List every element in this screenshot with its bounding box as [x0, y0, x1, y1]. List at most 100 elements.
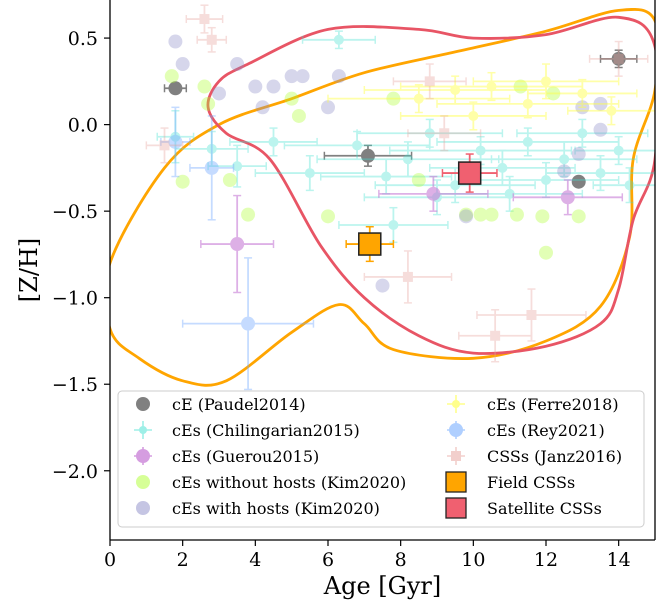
data-point: [571, 147, 586, 162]
data-point: [411, 173, 426, 187]
data-point: [232, 161, 243, 172]
data-point: [333, 34, 344, 45]
data-point: [522, 98, 533, 109]
data-point: [509, 207, 524, 222]
legend-marker: [451, 451, 461, 461]
x-tick-label: 0: [104, 549, 116, 571]
data-point: [539, 245, 553, 260]
data-point: [321, 100, 335, 115]
data-point: [560, 190, 575, 205]
data-point: [475, 145, 486, 156]
data-point: [168, 81, 183, 96]
y-tick-label: 0.0: [68, 115, 98, 137]
data-point: [291, 108, 306, 123]
data-point: [255, 100, 270, 115]
data-point: [526, 310, 537, 320]
legend-box: [117, 390, 645, 528]
data-point: [201, 96, 216, 111]
data-point: [266, 79, 281, 94]
x-tick-label: 8: [395, 549, 407, 571]
legend-item: [134, 447, 152, 465]
data-point: [358, 232, 382, 256]
data-point: [439, 128, 450, 139]
legend-label: Field CSSs: [487, 473, 575, 492]
data-point: [386, 91, 401, 106]
legend-marker: [136, 397, 150, 411]
data-point: [284, 69, 299, 84]
series-4: [168, 34, 608, 293]
legend-label: CSSs (Janz2016): [487, 447, 622, 466]
series-3: [164, 69, 586, 260]
legend-item: [136, 475, 150, 489]
data-point: [593, 96, 608, 111]
data-point: [450, 180, 461, 191]
data-point: [571, 174, 586, 189]
data-point: [321, 209, 335, 224]
data-point: [575, 100, 590, 115]
data-point: [486, 81, 497, 92]
series-6: [160, 106, 315, 391]
data-point: [613, 53, 624, 64]
data-point: [381, 171, 392, 182]
series-8: [345, 225, 395, 263]
data-point: [388, 220, 399, 230]
legend-label: cEs without hosts (Kim2020): [172, 473, 406, 492]
x-tick-label: 2: [177, 549, 189, 571]
series-5: [327, 63, 655, 131]
marks-layer: [145, 4, 655, 391]
legend-label: cEs (Guerou2015): [172, 447, 319, 466]
data-point: [522, 136, 533, 147]
data-point: [222, 173, 237, 187]
data-point: [473, 207, 488, 222]
data-point: [577, 88, 588, 99]
data-point: [484, 207, 499, 222]
legend-marker: [136, 501, 150, 515]
data-point: [413, 93, 424, 104]
legend-marker: [136, 449, 150, 463]
data-point: [204, 160, 219, 175]
data-point: [304, 168, 315, 179]
data-point: [284, 91, 299, 106]
legend-label: cEs (Chilingarian2015): [172, 421, 360, 440]
legend: cE (Paudel2014) cEs (Chilingarian2015) cEs…: [117, 390, 645, 528]
data-point: [206, 143, 217, 154]
data-point: [468, 110, 479, 121]
legend-marker: [136, 475, 150, 489]
legend-item: [445, 471, 467, 493]
y-tick-label: −1.5: [52, 374, 98, 396]
legend-item: [136, 397, 150, 411]
legend-item: [134, 421, 152, 439]
data-point: [168, 134, 183, 149]
data-point: [459, 207, 474, 222]
data-point: [206, 34, 217, 45]
data-point: [611, 51, 626, 66]
legend-label: cEs (Ferre2018): [487, 395, 619, 414]
data-point: [248, 79, 263, 94]
data-point: [546, 86, 561, 101]
data-point: [557, 164, 572, 179]
legend-label: Satellite CSSs: [487, 499, 602, 518]
legend-marker: [139, 426, 147, 434]
data-point: [541, 76, 551, 87]
data-point: [159, 140, 170, 151]
x-tick-label: 4: [249, 549, 261, 571]
legend-marker: [445, 471, 467, 493]
series-2: [200, 175, 624, 294]
x-axis-label: Age [Gyr]: [323, 572, 441, 600]
data-point: [424, 128, 435, 139]
legend-label: cE (Paudel2014): [172, 395, 306, 414]
y-tick-label: 0.5: [68, 28, 98, 50]
data-point: [175, 57, 190, 72]
data-point: [360, 148, 375, 163]
data-point: [457, 161, 482, 185]
data-point: [504, 188, 515, 199]
data-point: [595, 168, 606, 179]
y-tick-label: −1.0: [52, 288, 98, 310]
data-point: [331, 69, 346, 84]
data-point: [402, 154, 413, 165]
y-axis-label: [Z/H]: [15, 238, 43, 302]
contour-layer: [110, 8, 655, 387]
series-7: [145, 4, 649, 363]
series-9: [441, 153, 498, 193]
